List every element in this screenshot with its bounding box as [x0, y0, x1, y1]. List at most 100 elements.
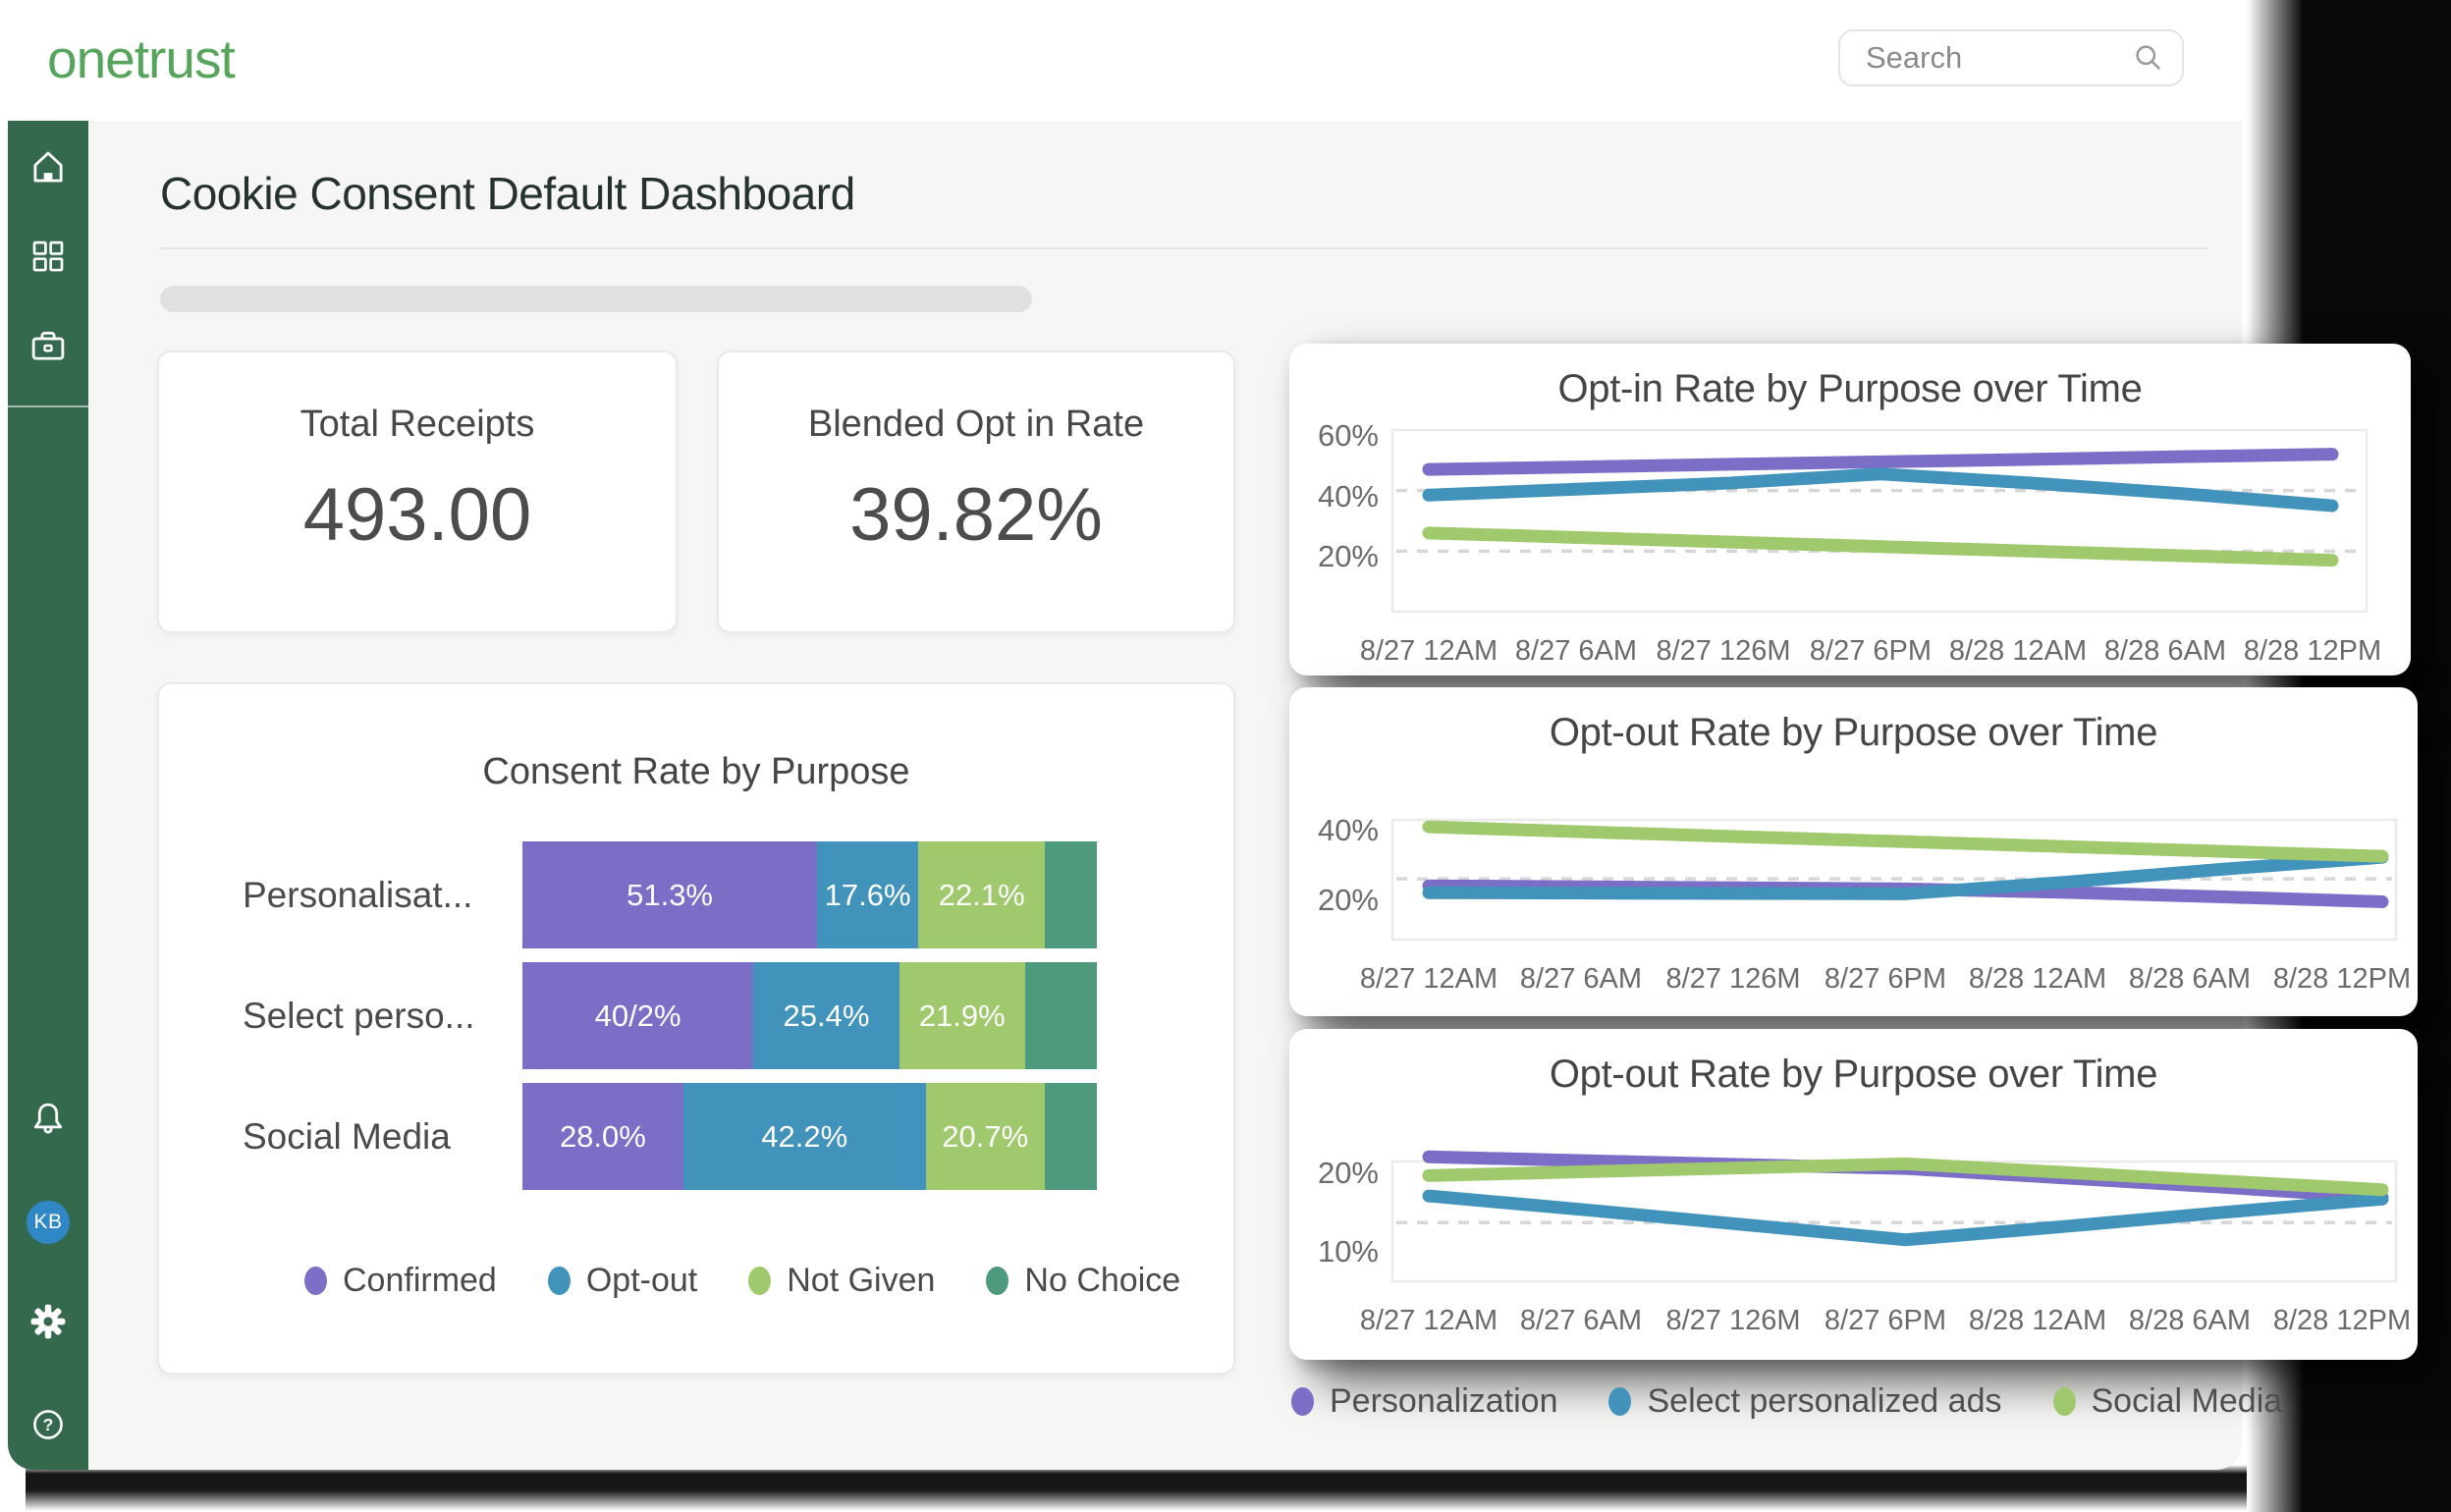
- bar-segment-value: 22.1%: [938, 877, 1025, 912]
- legend-dot: [1291, 1387, 1314, 1416]
- x-axis-label: 8/27 6AM: [1519, 1305, 1643, 1336]
- series-line-social-media: [1422, 526, 2339, 567]
- y-axis-label: 20%: [1317, 883, 1379, 918]
- sidebar-item-home[interactable]: [27, 145, 70, 189]
- sidebar-nav: KB: [8, 121, 88, 1470]
- bar-segment-value: 20.7%: [942, 1118, 1029, 1154]
- bar-segment-not-given: 20.7%: [925, 1083, 1045, 1190]
- legend-dot: [547, 1267, 571, 1295]
- bar-segment-opt-out: 42.2%: [682, 1083, 926, 1190]
- bar-segment-value: 51.3%: [626, 877, 713, 912]
- opt-out-rate-chart-card-2: Opt-out Rate by Purpose over Time 20% 10%…: [1289, 1029, 2418, 1360]
- stacked-bar: 40/2% 25.4% 21.9%: [522, 962, 1097, 1069]
- x-axis-label: 8/27 126M: [1665, 1305, 1801, 1336]
- x-axis-label: 8/27 126M: [1656, 635, 1791, 667]
- legend-item: Opt-out: [547, 1262, 698, 1300]
- bar-segment-value: 40/2%: [594, 998, 681, 1033]
- stat-label: Total Receipts: [300, 404, 535, 445]
- notifications-button[interactable]: [27, 1098, 70, 1141]
- x-axis-label: 8/28 6AM: [2103, 635, 2227, 667]
- svg-text:?: ?: [43, 1415, 54, 1434]
- legend-label: Personalization: [1330, 1382, 1558, 1420]
- consent-rate-chart-card: Consent Rate by Purpose Personalisat... 5…: [157, 682, 1235, 1375]
- x-axis-label: 8/27 12AM: [1359, 1305, 1498, 1336]
- x-axis-label: 8/27 6PM: [1824, 1305, 1947, 1336]
- y-axis-label: 20%: [1317, 539, 1379, 574]
- stat-value: 493.00: [302, 473, 532, 557]
- chart-title: Opt-out Rate by Purpose over Time: [1549, 711, 2158, 754]
- sidebar-item-apps[interactable]: [27, 235, 70, 278]
- series-line-social-media: [1422, 1157, 2389, 1197]
- stacked-bar: 51.3% 17.6% 22.1%: [522, 841, 1097, 948]
- search-input[interactable]: [1840, 31, 2182, 84]
- legend-item: Social Media: [2052, 1382, 2283, 1421]
- legend-label: Opt-out: [585, 1262, 698, 1299]
- bar-segment-value: 28.0%: [559, 1118, 646, 1154]
- filter-skeleton-bar: [160, 286, 1032, 312]
- y-axis-label: 10%: [1317, 1234, 1379, 1269]
- legend-item: Confirmed: [304, 1262, 497, 1300]
- page-title: Cookie Consent Default Dashboard: [160, 168, 855, 219]
- consent-bar-row: Personalisat... 51.3% 17.6% 22.1%: [243, 841, 1195, 948]
- stat-value: 39.82%: [849, 473, 1103, 557]
- series-line-select-personalized-ads: [1422, 850, 2389, 900]
- search-box: [1838, 29, 2184, 86]
- legend-dot: [2052, 1387, 2076, 1416]
- opt-in-rate-chart-card: Opt-in Rate by Purpose over Time 60% 40% 2…: [1289, 344, 2411, 675]
- x-axis-label: 8/27 6PM: [1809, 635, 1933, 667]
- bar-segment-confirmed: 40/2%: [522, 962, 754, 1069]
- user-avatar[interactable]: KB: [27, 1201, 70, 1244]
- legend-dot: [748, 1267, 772, 1295]
- chart-title: Opt-out Rate by Purpose over Time: [1549, 1053, 2158, 1096]
- bar-segment-opt-out: 17.6%: [817, 841, 919, 948]
- legend-label: Not Given: [787, 1262, 936, 1299]
- x-axis-label: 8/28 12PM: [2272, 1305, 2412, 1336]
- stat-card-blended-opt-in-rate: Blended Opt in Rate 39.82%: [717, 351, 1235, 633]
- bar-category-label: Personalisat...: [243, 874, 473, 915]
- bar-segment-no-choice: [1024, 962, 1097, 1069]
- bar-segment-no-choice: [1045, 841, 1097, 948]
- help-icon: ?: [33, 1410, 63, 1439]
- y-axis-label: 20%: [1317, 1156, 1379, 1191]
- bar-category-label: Select perso...: [243, 995, 475, 1036]
- help-button[interactable]: ?: [27, 1403, 70, 1446]
- apps-grid-icon: [32, 241, 64, 272]
- legend-label: Social Media: [2091, 1382, 2283, 1420]
- legend-dot: [986, 1267, 1009, 1295]
- y-axis-label: 40%: [1317, 478, 1379, 513]
- onetrust-logo: onetrust: [47, 28, 236, 89]
- plot-border: [1390, 428, 2369, 614]
- bar-segment-opt-out: 25.4%: [753, 962, 899, 1069]
- x-axis-label: 8/27 6AM: [1514, 635, 1638, 667]
- bar-segment-value: 25.4%: [783, 998, 870, 1033]
- bar-segment-value: 42.2%: [761, 1118, 848, 1154]
- briefcase-icon: [31, 331, 65, 360]
- legend-dot: [1608, 1387, 1632, 1416]
- settings-button[interactable]: [27, 1300, 70, 1343]
- x-axis-label: 8/27 6AM: [1519, 963, 1643, 995]
- consent-bar-row: Select perso... 40/2% 25.4% 21.9%: [243, 962, 1195, 1069]
- x-axis-label: 8/27 126M: [1665, 963, 1801, 995]
- bar-category-label: Social Media: [243, 1115, 451, 1157]
- line-chart-canvas: [1390, 1150, 2398, 1283]
- time-series-legend: Personalization Select personalized ads So…: [1291, 1382, 2282, 1421]
- topbar: onetrust: [8, 0, 2242, 121]
- stacked-bar-chart: Personalisat... 51.3% 17.6% 22.1% Select per…: [243, 841, 1195, 1204]
- legend-item: Personalization: [1291, 1382, 1557, 1421]
- x-axis-label: 8/27 6PM: [1824, 963, 1947, 995]
- plot-border: [1390, 818, 2398, 942]
- sidebar-divider: [8, 405, 88, 407]
- legend-item: Select personalized ads: [1608, 1382, 2002, 1421]
- window-shadow-bottom: [26, 1465, 2247, 1512]
- home-icon: [33, 151, 63, 183]
- legend-label: Select personalized ads: [1647, 1382, 2002, 1420]
- chart-legend: Confirmed Opt-out Not Given No Choice: [304, 1262, 1180, 1300]
- line-chart-canvas: [1390, 818, 2398, 942]
- chart-title: Consent Rate by Purpose: [482, 751, 910, 792]
- line-chart-canvas: [1390, 428, 2369, 614]
- bar-segment-confirmed: 28.0%: [522, 1083, 683, 1190]
- consent-bar-row: Social Media 28.0% 42.2% 20.7%: [243, 1083, 1195, 1190]
- opt-out-rate-chart-card-1: Opt-out Rate by Purpose over Time 40% 20%…: [1289, 687, 2418, 1016]
- sidebar-item-projects[interactable]: [27, 324, 70, 367]
- x-axis-label: 8/27 12AM: [1359, 635, 1498, 667]
